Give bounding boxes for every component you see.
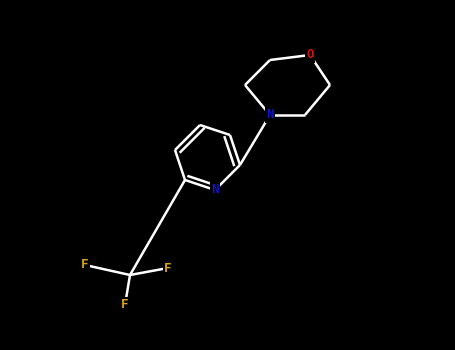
Text: O: O bbox=[306, 49, 314, 62]
Text: O: O bbox=[306, 49, 314, 62]
Text: F: F bbox=[121, 299, 129, 312]
Text: F: F bbox=[81, 259, 89, 272]
Text: F: F bbox=[164, 261, 172, 274]
Text: N: N bbox=[211, 183, 219, 196]
Text: N: N bbox=[211, 183, 219, 196]
Text: N: N bbox=[266, 108, 274, 121]
Text: N: N bbox=[266, 108, 274, 121]
